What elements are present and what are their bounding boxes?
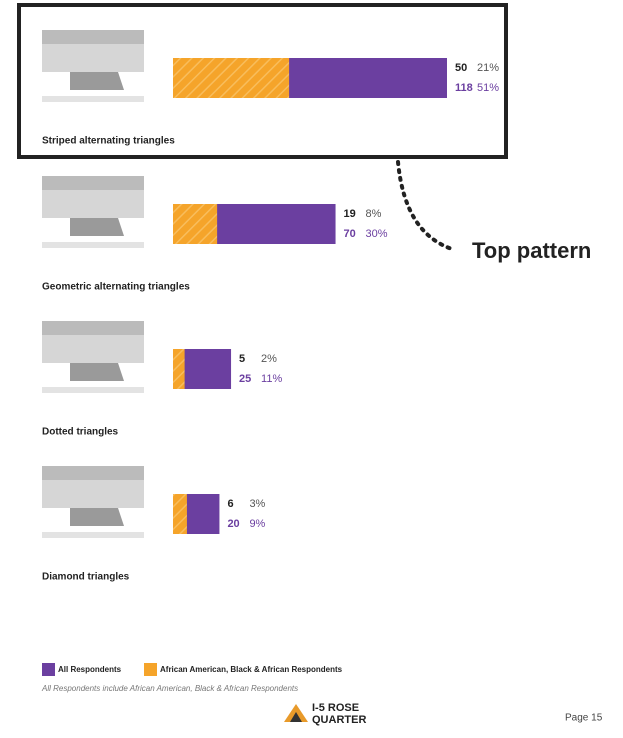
- value-label: 19: [344, 208, 356, 220]
- bar: [173, 349, 185, 389]
- illustration: [70, 218, 124, 236]
- category-label: Striped alternating triangles: [42, 136, 175, 147]
- legend-label: All Respondents: [58, 665, 122, 674]
- logo-text: I-5 ROSE: [312, 702, 359, 714]
- annotation-arrow: [396, 160, 457, 252]
- percent-label: 51%: [477, 82, 499, 94]
- illustration: [42, 190, 144, 218]
- legend-label: African American, Black & African Respon…: [160, 665, 343, 674]
- illustration: [70, 508, 124, 526]
- annotation: Top pattern: [472, 238, 591, 263]
- category-label: Geometric alternating triangles: [42, 282, 190, 293]
- value-label: 50: [455, 62, 467, 74]
- percent-label: 11%: [261, 373, 282, 385]
- illustration: [42, 321, 144, 335]
- bar: [173, 58, 290, 98]
- value-label: 20: [227, 518, 239, 530]
- bar: [173, 494, 187, 534]
- legend-swatch: [144, 663, 157, 676]
- bar: [173, 204, 218, 244]
- percent-label: 2%: [261, 353, 277, 365]
- note: All Respondents include African American…: [41, 684, 298, 693]
- percent-label: 30%: [366, 228, 388, 240]
- illustration: [42, 176, 144, 190]
- illustration: [70, 363, 124, 381]
- value-label: 5: [239, 353, 245, 365]
- percent-label: 9%: [249, 518, 265, 530]
- illustration: [42, 480, 144, 508]
- value-label: 70: [344, 228, 356, 240]
- illustration: [42, 466, 144, 480]
- value-label: 118: [455, 82, 473, 94]
- legend-swatch: [42, 663, 55, 676]
- category-label: Dotted triangles: [42, 427, 119, 438]
- logo-icon: [290, 712, 302, 722]
- page-number: Page 15: [565, 713, 603, 724]
- illustration: [42, 44, 144, 72]
- value-label: 25: [239, 373, 251, 385]
- category-label: Diamond triangles: [42, 572, 130, 583]
- illustration: [42, 387, 144, 393]
- illustration: [42, 30, 144, 44]
- value-label: 6: [227, 498, 233, 510]
- illustration: [42, 335, 144, 363]
- illustration: [42, 532, 144, 538]
- percent-label: 21%: [477, 62, 499, 74]
- illustration: [42, 96, 144, 102]
- logo-text: QUARTER: [312, 714, 366, 726]
- percent-label: 3%: [249, 498, 265, 510]
- illustration: [42, 242, 144, 248]
- highlight-box: [17, 3, 508, 159]
- percent-label: 8%: [366, 208, 382, 220]
- illustration: [70, 72, 124, 90]
